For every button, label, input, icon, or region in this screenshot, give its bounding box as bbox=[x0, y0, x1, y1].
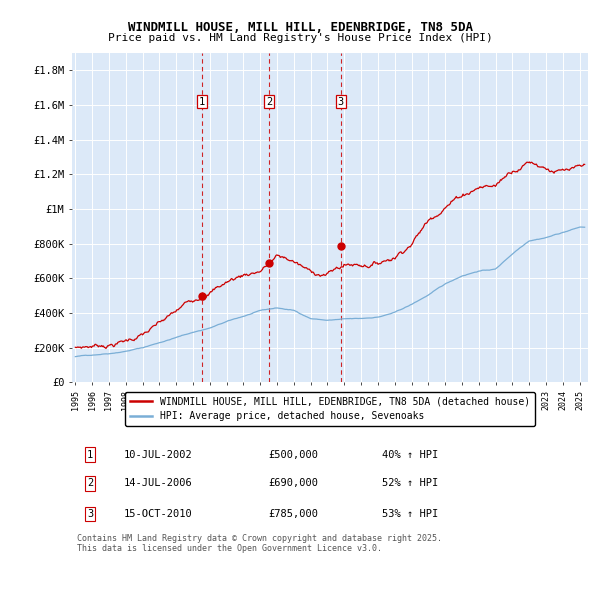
Text: Contains HM Land Registry data © Crown copyright and database right 2025.
This d: Contains HM Land Registry data © Crown c… bbox=[77, 534, 442, 553]
Text: 2: 2 bbox=[266, 97, 272, 107]
Text: £500,000: £500,000 bbox=[268, 450, 318, 460]
Text: 2: 2 bbox=[87, 478, 93, 488]
Legend: WINDMILL HOUSE, MILL HILL, EDENBRIDGE, TN8 5DA (detached house), HPI: Average pr: WINDMILL HOUSE, MILL HILL, EDENBRIDGE, T… bbox=[125, 392, 535, 426]
Text: £785,000: £785,000 bbox=[268, 509, 318, 519]
Text: WINDMILL HOUSE, MILL HILL, EDENBRIDGE, TN8 5DA: WINDMILL HOUSE, MILL HILL, EDENBRIDGE, T… bbox=[128, 21, 473, 34]
Text: 3: 3 bbox=[87, 509, 93, 519]
Text: 52% ↑ HPI: 52% ↑ HPI bbox=[382, 478, 438, 488]
Text: 1: 1 bbox=[199, 97, 205, 107]
Text: 15-OCT-2010: 15-OCT-2010 bbox=[124, 509, 193, 519]
Text: 53% ↑ HPI: 53% ↑ HPI bbox=[382, 509, 438, 519]
Text: 1: 1 bbox=[87, 450, 93, 460]
Text: 3: 3 bbox=[338, 97, 344, 107]
Text: Price paid vs. HM Land Registry's House Price Index (HPI): Price paid vs. HM Land Registry's House … bbox=[107, 33, 493, 43]
Text: 40% ↑ HPI: 40% ↑ HPI bbox=[382, 450, 438, 460]
Text: 10-JUL-2002: 10-JUL-2002 bbox=[124, 450, 193, 460]
Text: 14-JUL-2006: 14-JUL-2006 bbox=[124, 478, 193, 488]
Text: £690,000: £690,000 bbox=[268, 478, 318, 488]
